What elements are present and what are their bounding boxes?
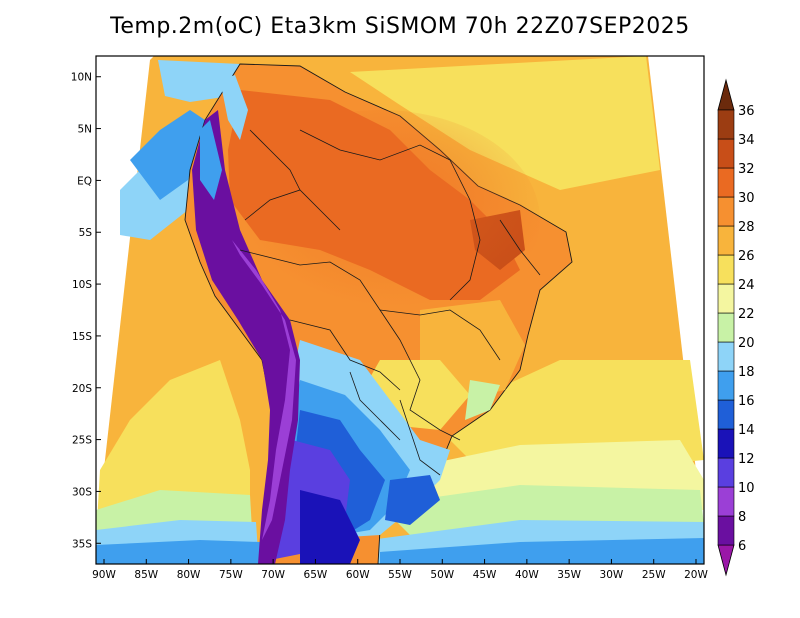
lon-tick-label: 20W: [684, 569, 708, 581]
lat-tick-label: 25S: [72, 435, 92, 447]
lon-tick-label: 70W: [261, 569, 285, 581]
colorbar-swatch: [717, 486, 735, 517]
colorbar-label: 20: [738, 336, 755, 351]
lon-tick-label: 55W: [388, 569, 412, 581]
colorbar-swatch: [717, 283, 735, 314]
lat-tick-label: 15S: [72, 331, 92, 343]
lon-tick-label: 50W: [430, 569, 454, 581]
warm-glow: [220, 110, 540, 330]
map-title: Temp.2m(oC) Eta3km SiSMOM 70h 22Z07SEP20…: [110, 14, 690, 39]
latitude-axis: 10N 5N EQ 5S 10S 15S 20S 25S 30S 35S: [71, 72, 101, 550]
colorbar-label: 34: [738, 133, 755, 148]
patagonia-cold: [300, 490, 360, 564]
lon-tick-label: 45W: [473, 569, 497, 581]
longitude-axis: 90W 85W 80W 75W 70W 65W 60W 55W 50W 45W 40W 35W 30W 2…: [92, 559, 708, 581]
colorbar-swatch: [717, 167, 735, 198]
lat-tick-label: EQ: [77, 175, 92, 187]
colorbar-label: 6: [738, 539, 746, 554]
colorbar-swatch: [717, 370, 735, 401]
southeast-green: [465, 380, 500, 420]
lat-tick-label: 5S: [79, 227, 93, 239]
colombia-andes: [220, 75, 248, 140]
map-panel: [96, 56, 704, 564]
colorbar-swatch: [717, 515, 735, 546]
lon-tick-label: 75W: [219, 569, 243, 581]
colorbar-label: 30: [738, 191, 755, 206]
north-atlantic-zone: [350, 56, 660, 190]
colorbar-swatch: [717, 138, 735, 169]
lat-tick-label: 30S: [72, 486, 92, 498]
colorbar-swatch: [717, 341, 735, 372]
colorbar-swatch: [717, 399, 735, 430]
lat-tick-label: 10N: [71, 72, 92, 84]
country-borders: [239, 129, 541, 476]
lon-tick-label: 35W: [557, 569, 581, 581]
colorbar-swatch: [717, 428, 735, 459]
colorbar-swatch: [717, 109, 735, 140]
lon-tick-label: 30W: [600, 569, 624, 581]
lon-tick-label: 90W: [92, 569, 116, 581]
lat-tick-label: 35S: [72, 538, 92, 550]
lon-tick-label: 60W: [346, 569, 370, 581]
colorbar-label: 10: [738, 481, 755, 496]
lat-tick-label: 20S: [72, 383, 92, 395]
lat-tick-label: 10S: [72, 279, 92, 291]
pacific-tongue-cool: [130, 110, 205, 200]
colorbar-label: 18: [738, 365, 755, 380]
colorbar-label: 24: [738, 278, 755, 293]
colorbar-label: 26: [738, 249, 755, 264]
andes-north-cyan: [200, 120, 222, 200]
colorbar-swatch: [717, 225, 735, 256]
colorbar-label: 16: [738, 394, 755, 409]
colorbar-label: 28: [738, 220, 755, 235]
pampa-cool: [385, 475, 440, 525]
colorbar-label: 22: [738, 307, 755, 322]
lat-tick-label: 5N: [77, 124, 92, 136]
colorbar-swatch: [717, 457, 735, 488]
colorbar-label: 8: [738, 510, 746, 525]
lon-tick-label: 40W: [515, 569, 539, 581]
colorbar-swatch: [717, 196, 735, 227]
andes-peaks: [232, 240, 296, 540]
pacific-green-band: [96, 490, 252, 530]
colorbar: 6 8 10 12 14 16 18 20 22 24 26 28 30 32 34 36: [717, 78, 755, 577]
colorbar-swatch: [717, 254, 735, 285]
colorbar-max-arrow: [717, 78, 735, 111]
colorbar-swatch: [717, 312, 735, 343]
colorbar-label: 12: [738, 452, 755, 467]
lon-tick-label: 25W: [642, 569, 666, 581]
south-atlantic-blue: [380, 538, 704, 564]
colorbar-label: 14: [738, 423, 755, 438]
caribbean-cool: [158, 60, 240, 102]
lon-tick-label: 80W: [177, 569, 201, 581]
colorbar-label: 36: [738, 104, 755, 119]
lon-tick-label: 85W: [134, 569, 158, 581]
pacific-blue-band: [96, 540, 262, 564]
lon-tick-label: 65W: [304, 569, 328, 581]
andes-ridge: [192, 110, 300, 564]
colorbar-min-arrow: [717, 544, 735, 577]
colorbar-label: 32: [738, 162, 755, 177]
